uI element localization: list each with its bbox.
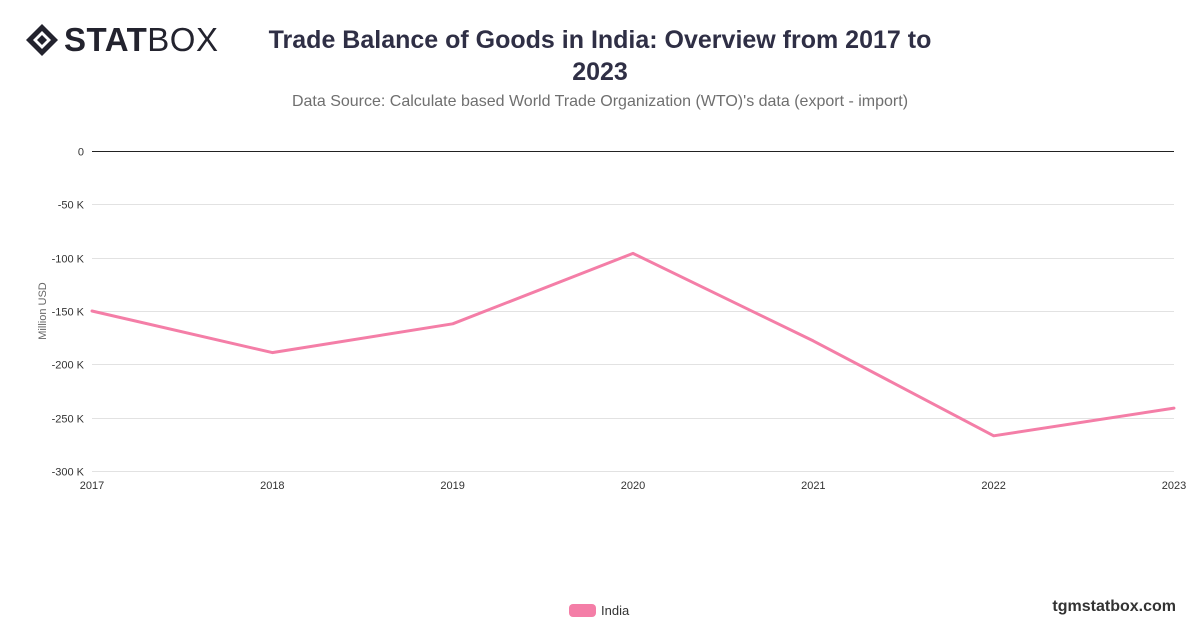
- x-tick-label: 2018: [260, 480, 284, 492]
- chart-title: Trade Balance of Goods in India: Overvie…: [268, 26, 932, 86]
- statbox-logo: STATBOX: [24, 22, 218, 58]
- data-point[interactable]: [448, 319, 458, 329]
- data-point[interactable]: [989, 431, 999, 441]
- y-axis-title: Million USD: [37, 282, 49, 340]
- y-tick-label: -250 K: [52, 414, 85, 426]
- data-point[interactable]: [87, 306, 97, 316]
- x-tick-label: 2021: [801, 480, 825, 492]
- grid-lines: [92, 151, 1174, 472]
- x-tick-label: 2019: [440, 480, 464, 492]
- x-tick-label: 2023: [1162, 480, 1186, 492]
- series-lines: [87, 248, 1179, 441]
- chart-subtitle: Data Source: Calculate based World Trade…: [291, 93, 909, 110]
- y-axis-ticks: 0 -50 K -100 K -150 K -200 K -250 K -300 K: [52, 147, 85, 479]
- y-tick-label: -50 K: [58, 200, 85, 212]
- y-tick-label: -100 K: [52, 254, 85, 266]
- diamond-logo-icon: [26, 24, 58, 56]
- logo-text-bold: STAT: [64, 21, 148, 58]
- x-tick-label: 2020: [621, 480, 645, 492]
- x-axis-ticks: 2017 2018 2019 2020 2021 2022 2023: [80, 480, 1186, 492]
- series-line-india[interactable]: [90, 251, 1176, 438]
- source-watermark: tgmstatbox.com: [1052, 598, 1176, 615]
- logo-text-light: BOX: [147, 21, 219, 58]
- legend-label: India: [601, 603, 630, 618]
- data-point[interactable]: [808, 336, 818, 346]
- x-tick-label: 2017: [80, 480, 104, 492]
- legend-swatch: [569, 604, 596, 617]
- y-tick-label: -150 K: [52, 307, 85, 319]
- y-tick-label: -200 K: [52, 360, 85, 372]
- y-tick-label: -300 K: [52, 467, 85, 479]
- data-point[interactable]: [267, 348, 277, 358]
- data-point[interactable]: [628, 248, 638, 258]
- data-point[interactable]: [1169, 403, 1179, 413]
- x-tick-label: 2022: [981, 480, 1005, 492]
- y-tick-label: 0: [78, 147, 84, 159]
- logo-text: STATBOX: [64, 22, 218, 58]
- legend-item-india[interactable]: India: [569, 603, 629, 618]
